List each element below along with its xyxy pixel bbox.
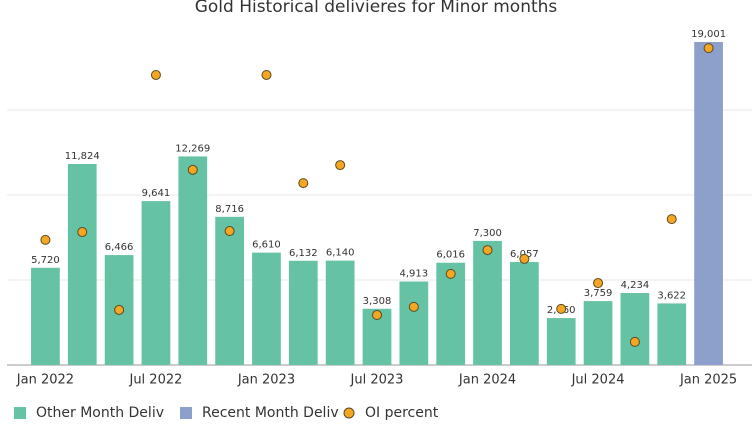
oi-dot bbox=[445, 268, 456, 279]
oi-dot bbox=[703, 43, 714, 54]
x-tick-label: Jan 2024 bbox=[458, 373, 516, 388]
bar bbox=[288, 260, 318, 365]
oi-dot bbox=[77, 227, 88, 238]
x-tick-label: Jan 2023 bbox=[237, 373, 295, 388]
legend-label: Other Month Deliv bbox=[36, 405, 164, 421]
x-tick-label: Jan 2025 bbox=[679, 373, 737, 388]
data-label: 7,300 bbox=[473, 228, 502, 239]
oi-dot bbox=[629, 336, 640, 347]
bar bbox=[141, 201, 171, 365]
bar bbox=[694, 41, 723, 365]
data-label: 12,269 bbox=[175, 143, 210, 154]
bar bbox=[31, 267, 60, 365]
oi-dot bbox=[187, 164, 198, 175]
data-label: 11,824 bbox=[65, 151, 100, 162]
oi-dot bbox=[556, 303, 567, 314]
legend-swatch bbox=[343, 407, 355, 419]
oi-dot bbox=[519, 253, 530, 264]
bar bbox=[583, 301, 613, 365]
bar bbox=[473, 240, 502, 365]
data-label: 9,641 bbox=[142, 188, 171, 199]
data-label: 4,234 bbox=[621, 280, 650, 291]
oi-dot bbox=[408, 301, 419, 312]
bar bbox=[510, 262, 539, 365]
bar bbox=[252, 252, 281, 365]
data-label: 6,140 bbox=[326, 248, 355, 259]
data-label: 19,001 bbox=[691, 29, 726, 40]
data-label: 8,716 bbox=[215, 204, 244, 215]
oi-dot bbox=[261, 69, 272, 80]
legend-swatch bbox=[14, 407, 26, 419]
oi-dot bbox=[114, 304, 125, 315]
data-label: 6,610 bbox=[252, 240, 281, 251]
x-tick-label: Jul 2022 bbox=[128, 373, 182, 388]
bar bbox=[67, 163, 97, 365]
oi-dot bbox=[335, 160, 346, 171]
data-label: 5,720 bbox=[31, 255, 60, 266]
bar bbox=[215, 216, 244, 365]
legend-swatch bbox=[180, 407, 192, 419]
bar bbox=[436, 262, 466, 365]
oi-dot bbox=[593, 278, 604, 289]
data-label: 6,132 bbox=[289, 248, 318, 259]
bar bbox=[178, 156, 208, 365]
bar bbox=[325, 260, 355, 365]
bar bbox=[546, 318, 576, 365]
legend-label: OI percent bbox=[365, 405, 439, 421]
oi-dot bbox=[40, 234, 51, 245]
bar bbox=[657, 303, 687, 365]
chart-title: Gold Historical delivieres for Minor mon… bbox=[195, 0, 558, 17]
legend-label: Recent Month Deliv bbox=[202, 405, 339, 421]
bar bbox=[620, 293, 650, 365]
data-label: 3,308 bbox=[363, 296, 392, 307]
data-label: 4,913 bbox=[400, 268, 429, 279]
oi-dot bbox=[482, 245, 493, 256]
data-label: 3,622 bbox=[657, 290, 686, 301]
oi-dot bbox=[372, 310, 382, 321]
x-tick-label: Jan 2022 bbox=[16, 373, 74, 388]
oi-dot bbox=[298, 178, 309, 189]
x-tick-label: Jul 2024 bbox=[571, 373, 625, 388]
oi-dot bbox=[224, 226, 235, 237]
data-label: 6,466 bbox=[105, 242, 134, 253]
oi-dot bbox=[150, 69, 161, 80]
bar bbox=[399, 281, 429, 365]
data-label: 3,759 bbox=[584, 288, 613, 299]
x-tick-label: Jul 2023 bbox=[350, 373, 404, 388]
oi-dot bbox=[666, 214, 677, 225]
data-label: 6,016 bbox=[436, 250, 465, 261]
